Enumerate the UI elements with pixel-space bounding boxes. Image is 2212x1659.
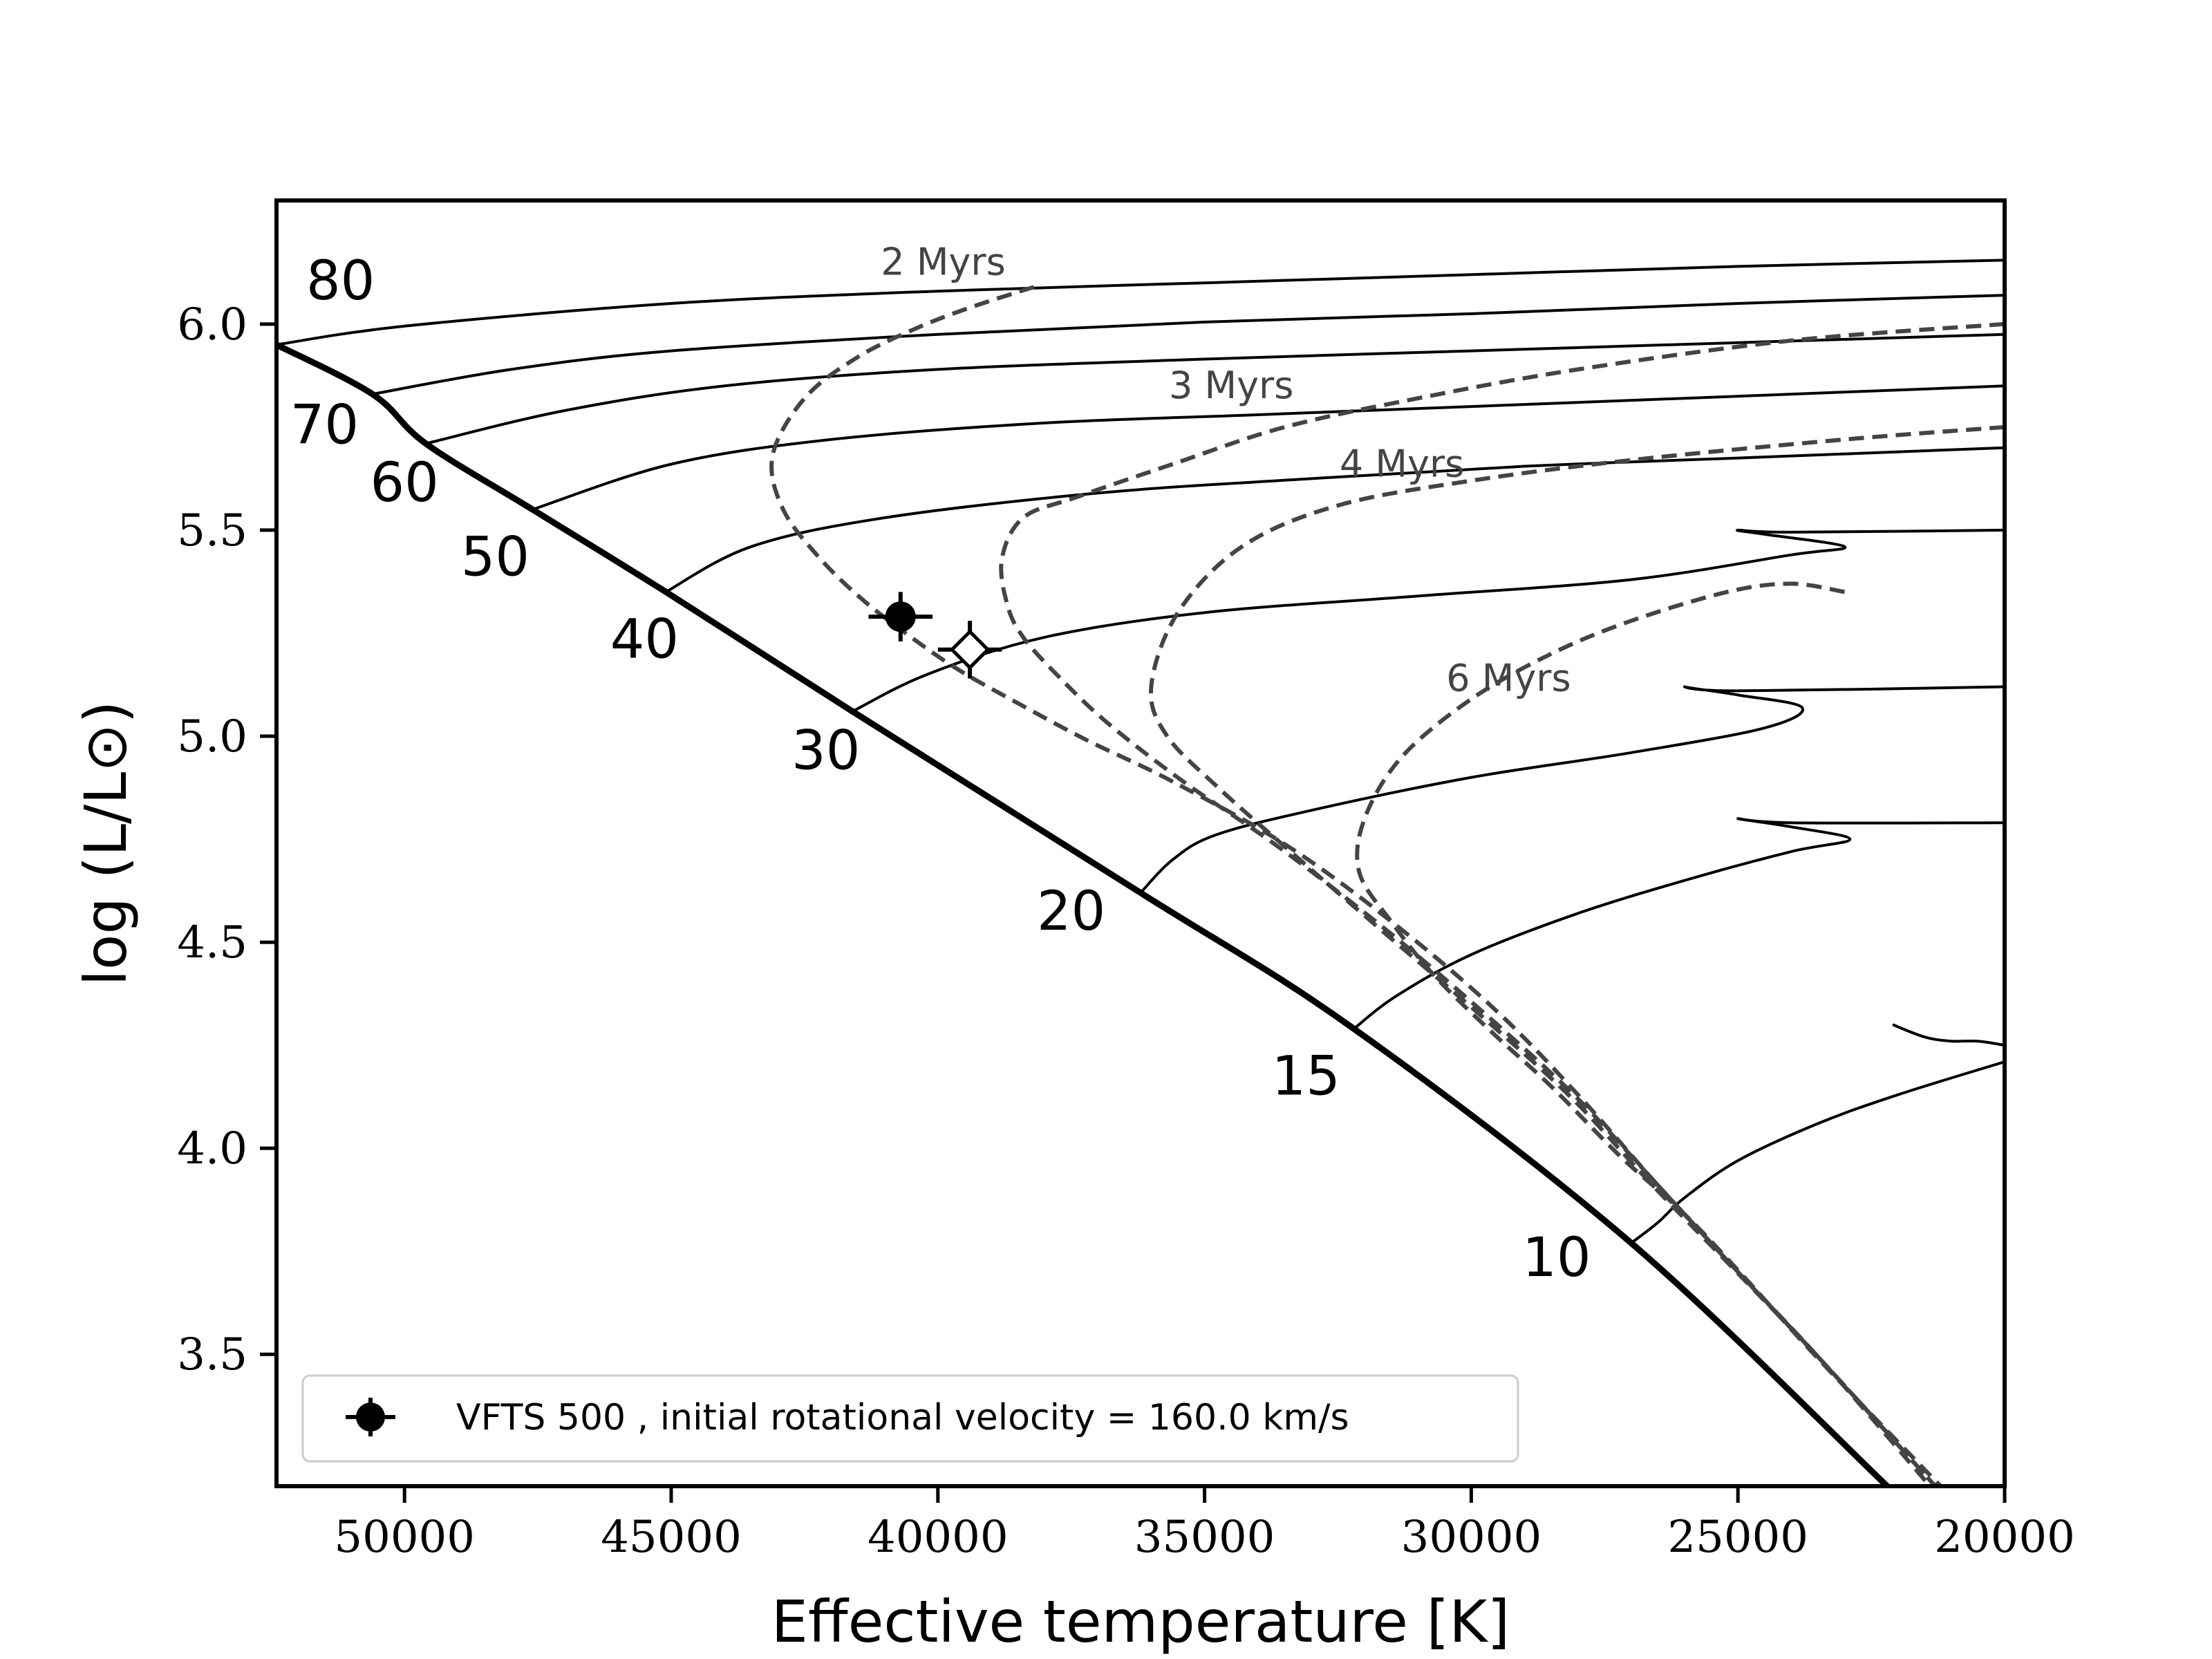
y-tick-label: 5.0 bbox=[177, 711, 247, 762]
track-30-msun bbox=[852, 528, 2005, 713]
mass-label: 50 bbox=[461, 527, 529, 589]
mass-label: 40 bbox=[610, 609, 679, 671]
y-tick-label: 5.5 bbox=[177, 505, 247, 556]
track-10-msun-extension bbox=[1892, 1023, 2005, 1047]
y-axis-label: log (L/L⊙) bbox=[72, 701, 140, 986]
mass-label: 70 bbox=[290, 395, 359, 457]
y-tick-label: 6.0 bbox=[177, 299, 247, 350]
isochrone-6-myrs bbox=[1355, 581, 1942, 1486]
track-15-msun bbox=[1353, 817, 2005, 1030]
track-70-msun bbox=[372, 294, 2005, 396]
plot-frame bbox=[274, 198, 2007, 1488]
track-80-msun bbox=[276, 259, 2005, 346]
x-tick-label: 40000 bbox=[868, 1512, 1009, 1563]
isochrone-label: 2 Myrs bbox=[881, 240, 1005, 283]
mass-label: 60 bbox=[371, 452, 439, 514]
track-50-msun bbox=[532, 384, 2005, 512]
mass-label: 20 bbox=[1037, 881, 1105, 943]
isochrone-4-myrs bbox=[1148, 424, 2005, 1486]
observed-star-marker bbox=[885, 601, 916, 632]
x-axis-label: Effective temperature [K] bbox=[771, 1588, 1510, 1656]
legend-box bbox=[301, 1374, 1519, 1463]
y-tick-label: 4.0 bbox=[177, 1123, 247, 1174]
x-tick-label: 25000 bbox=[1667, 1512, 1808, 1563]
isochrone-3-myrs bbox=[999, 321, 2005, 1486]
track-20-msun bbox=[1139, 685, 2005, 894]
mass-label: 15 bbox=[1272, 1046, 1340, 1108]
track-40-msun bbox=[665, 446, 2005, 594]
isochrone-label: 4 Myrs bbox=[1340, 442, 1464, 485]
isochrone-label: 3 Myrs bbox=[1169, 364, 1293, 407]
x-tick-label: 35000 bbox=[1134, 1512, 1275, 1563]
axes: 50000 45000 40000 35000 30000 25000 20000 3.5 4.… bbox=[177, 299, 2075, 1563]
isochrone-2-myrs bbox=[769, 285, 1932, 1486]
mass-label: 10 bbox=[1522, 1227, 1591, 1289]
x-tick-label: 50000 bbox=[334, 1512, 475, 1563]
x-tick-label: 45000 bbox=[601, 1512, 742, 1563]
y-tick-label: 3.5 bbox=[177, 1329, 247, 1380]
zams-line bbox=[276, 341, 1890, 1486]
legend: VFTS 500 , initial rotational velocity =… bbox=[301, 1374, 1519, 1463]
legend-label: VFTS 500 , initial rotational velocity =… bbox=[456, 1397, 1349, 1438]
model-point-marker bbox=[949, 629, 991, 671]
track-60-msun bbox=[425, 332, 2005, 445]
plot-area bbox=[276, 259, 2005, 1486]
track-10-msun bbox=[1630, 1060, 2005, 1244]
isochrone-label: 6 Myrs bbox=[1446, 656, 1571, 700]
legend-marker-dot bbox=[356, 1403, 385, 1432]
mass-label: 80 bbox=[306, 250, 375, 312]
y-tick-label: 4.5 bbox=[177, 917, 247, 968]
x-tick-label: 20000 bbox=[1934, 1512, 2075, 1563]
x-tick-label: 30000 bbox=[1401, 1512, 1542, 1563]
mass-label: 30 bbox=[791, 720, 860, 782]
